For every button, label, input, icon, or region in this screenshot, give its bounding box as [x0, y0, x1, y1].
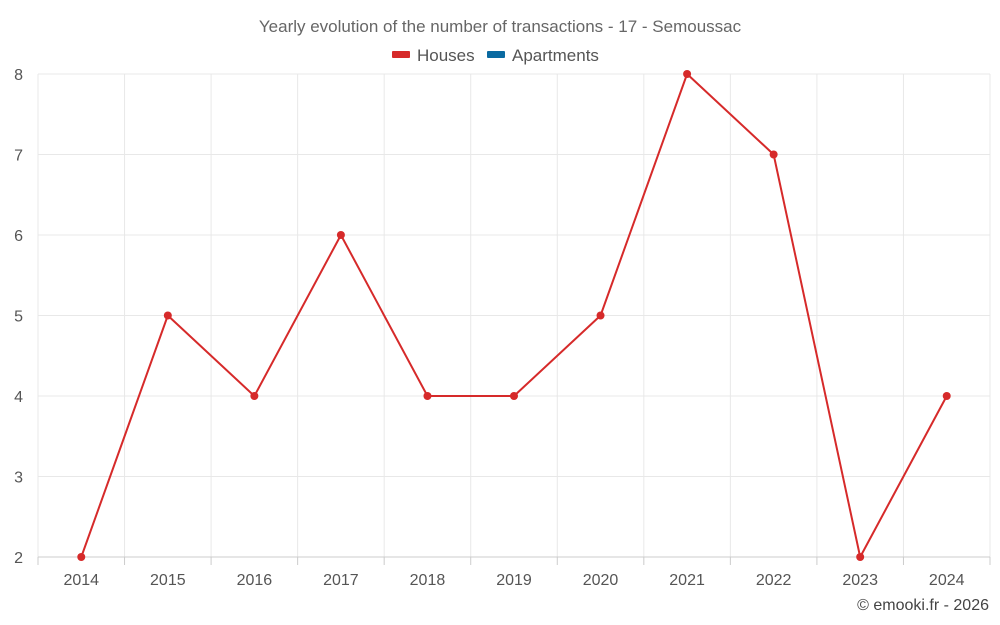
- y-gridlines: [38, 73, 990, 477]
- x-tick-label: 2021: [669, 572, 705, 589]
- x-axis-ticks: 2014 2015 2016 2017 2018 2019 2020 2021 2022 2023…: [37, 557, 991, 589]
- x-tick-label: 2017: [323, 572, 359, 589]
- y-tick-label: 8: [14, 67, 23, 84]
- data-point-houses-2022[interactable]: [769, 150, 778, 159]
- legend-swatch-apartments: [487, 51, 505, 58]
- legend-label-houses[interactable]: Houses: [417, 46, 475, 65]
- data-point-houses-2016[interactable]: [250, 392, 259, 400]
- data-point-houses-2014[interactable]: [77, 553, 86, 561]
- x-tick-label: 2015: [150, 572, 186, 589]
- y-tick-label: 4: [14, 389, 23, 406]
- data-point-houses-2015[interactable]: [163, 311, 172, 320]
- x-tick-label: 2019: [496, 572, 532, 589]
- x-tick-label: 2014: [63, 572, 99, 589]
- data-point-houses-2024[interactable]: [942, 392, 951, 400]
- chart-title: Yearly evolution of the number of transa…: [259, 17, 742, 36]
- legend-swatch-houses: [392, 51, 410, 58]
- y-tick-label: 2: [14, 550, 23, 567]
- data-point-houses-2023[interactable]: [856, 553, 865, 561]
- credit-text: © emooki.fr - 2026: [857, 597, 989, 614]
- series-points: [77, 70, 951, 561]
- data-point-houses-2017[interactable]: [336, 231, 345, 239]
- y-tick-label: 5: [14, 309, 23, 326]
- x-tick-label: 2023: [842, 572, 878, 589]
- x-gridlines: [37, 74, 991, 557]
- legend: Houses Apartments: [392, 46, 599, 65]
- legend-label-apartments[interactable]: Apartments: [512, 46, 599, 65]
- x-tick-label: 2018: [410, 572, 446, 589]
- data-point-houses-2021[interactable]: [683, 70, 692, 78]
- y-axis-ticks: 2 3 4 5 6 7 8: [14, 67, 23, 567]
- y-tick-label: 3: [14, 470, 23, 487]
- y-tick-label: 6: [14, 228, 23, 245]
- x-tick-label: 2022: [756, 572, 792, 589]
- data-point-houses-2018[interactable]: [423, 392, 432, 400]
- y-tick-label: 7: [14, 148, 23, 165]
- x-tick-label: 2016: [237, 572, 273, 589]
- data-point-houses-2020[interactable]: [596, 311, 605, 320]
- x-tick-label: 2020: [583, 572, 619, 589]
- x-tick-label: 2024: [929, 572, 965, 589]
- data-point-houses-2019[interactable]: [510, 392, 518, 400]
